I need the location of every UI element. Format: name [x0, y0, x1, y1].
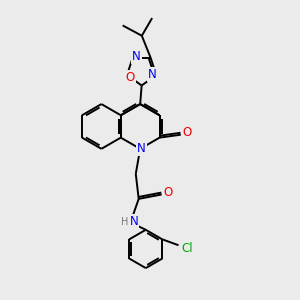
Text: H: H — [122, 218, 129, 227]
Text: N: N — [132, 50, 141, 63]
Text: N: N — [137, 142, 146, 155]
Text: Cl: Cl — [181, 242, 193, 255]
Text: O: O — [163, 186, 172, 199]
Text: O: O — [182, 126, 191, 139]
Text: N: N — [148, 68, 157, 81]
Text: O: O — [125, 71, 135, 84]
Text: N: N — [130, 215, 138, 228]
